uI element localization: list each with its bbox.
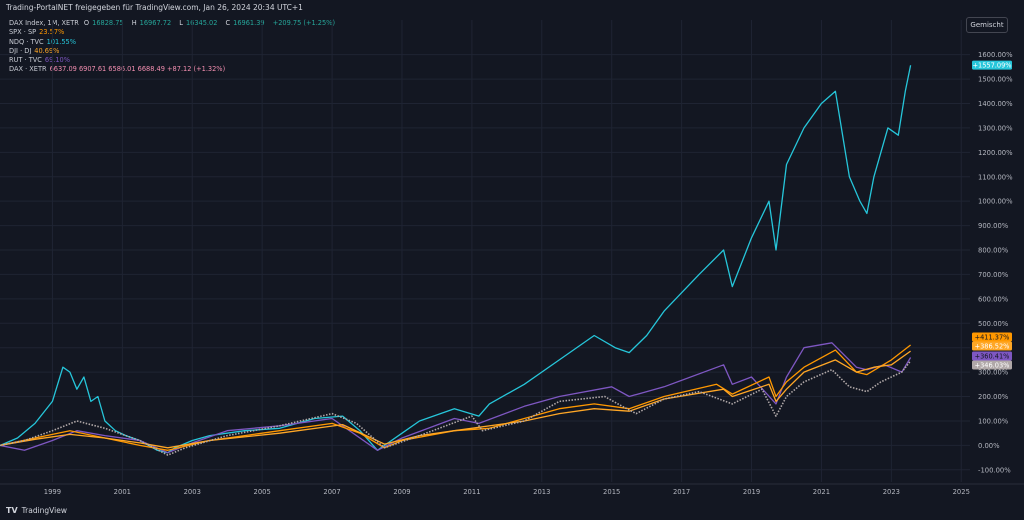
tradingview-logo-icon: TV bbox=[6, 506, 18, 515]
y-tick-label: 1200.00% bbox=[978, 149, 1013, 157]
last-value-label: +360.41% bbox=[975, 352, 1010, 360]
last-value-badge bbox=[972, 360, 1012, 370]
x-tick-label: 2013 bbox=[533, 488, 550, 496]
y-tick-label: 600.00% bbox=[978, 295, 1009, 303]
x-tick-label: 2015 bbox=[603, 488, 620, 496]
legend-low: L 16345.02 bbox=[179, 19, 218, 27]
series-line-0[interactable] bbox=[0, 65, 912, 454]
series-line-3[interactable] bbox=[0, 350, 911, 449]
x-tick-label: 2017 bbox=[673, 488, 690, 496]
y-tick-label: 1100.00% bbox=[978, 173, 1013, 181]
x-tick-label: 2007 bbox=[323, 488, 340, 496]
legend-open: O 16828.75 bbox=[83, 19, 124, 27]
last-value-badge bbox=[972, 332, 1012, 342]
y-tick-label: 200.00% bbox=[978, 393, 1009, 401]
x-tick-label: 2009 bbox=[393, 488, 410, 496]
y-tick-label: 900.00% bbox=[978, 222, 1009, 230]
legend-high: H 16967.72 bbox=[131, 19, 172, 27]
last-value-label: +386.52% bbox=[975, 342, 1010, 350]
y-tick-label: 0.00% bbox=[978, 442, 1000, 450]
y-tick-label: 1400.00% bbox=[978, 100, 1013, 108]
last-value-label: +346.03% bbox=[975, 361, 1010, 369]
legend-change: +209.75 (+1.25%) bbox=[272, 19, 336, 27]
y-tick-label: 1500.00% bbox=[978, 76, 1013, 84]
legend-item-spx[interactable]: SPX · SP 23.57% bbox=[9, 28, 65, 37]
series-line-4[interactable] bbox=[0, 360, 912, 456]
legend-item-dax[interactable]: DAX · XETR 6637.09 6907.61 6586.01 6688.4… bbox=[9, 65, 226, 74]
x-tick-label: 2005 bbox=[254, 488, 271, 496]
legend: DAX Index, 1M, XETR O 16828.75 H 16967.72 … bbox=[9, 19, 338, 75]
x-tick-label: 2011 bbox=[463, 488, 480, 496]
legend-item-ndq[interactable]: NDQ · TVC 101.55% bbox=[9, 37, 76, 46]
last-value-badge bbox=[972, 351, 1012, 361]
y-tick-label: 500.00% bbox=[978, 320, 1009, 328]
y-tick-label: 1600.00% bbox=[978, 51, 1013, 59]
x-tick-label: 1999 bbox=[44, 488, 61, 496]
last-value-label: +411.37% bbox=[975, 333, 1010, 341]
last-value-label: +1557.09% bbox=[972, 61, 1011, 69]
y-tick-label: 700.00% bbox=[978, 271, 1009, 279]
legend-item-dji[interactable]: DJI · DJ 40.69% bbox=[9, 46, 60, 55]
series-line-2[interactable] bbox=[0, 344, 911, 451]
x-tick-label: 2021 bbox=[813, 488, 830, 496]
x-tick-label: 2003 bbox=[184, 488, 201, 496]
legend-main-name: DAX Index, 1M, XETR bbox=[9, 19, 79, 27]
chart-header: Trading-PortalNET freigegeben für Tradin… bbox=[6, 3, 303, 12]
y-tick-label: 1300.00% bbox=[978, 124, 1013, 132]
legend-item-rut[interactable]: RUT · TVC 69.10% bbox=[9, 56, 71, 65]
last-value-badge bbox=[972, 60, 1012, 70]
series-line-1[interactable] bbox=[0, 342, 912, 454]
x-tick-label: 2001 bbox=[114, 488, 131, 496]
legend-main-ohlc: O 16828.75 H 16967.72 L 16345.02 C 16961.39 … bbox=[84, 19, 338, 27]
footer-brand-text: TradingView bbox=[21, 506, 67, 515]
legend-close: C 16961.39 bbox=[225, 19, 265, 27]
y-tick-label: 1000.00% bbox=[978, 198, 1013, 206]
y-tick-label: 800.00% bbox=[978, 247, 1009, 255]
y-tick-label: 100.00% bbox=[978, 417, 1009, 425]
x-tick-label: 2023 bbox=[883, 488, 900, 496]
footer-brand[interactable]: TV TradingView bbox=[6, 506, 67, 515]
scale-mode-button[interactable]: Gemischt bbox=[966, 17, 1008, 33]
y-tick-label: -100.00% bbox=[978, 466, 1011, 474]
legend-main[interactable]: DAX Index, 1M, XETR O 16828.75 H 16967.72 … bbox=[9, 19, 338, 28]
last-value-badge bbox=[972, 341, 1012, 351]
x-tick-label: 2019 bbox=[743, 488, 760, 496]
y-tick-label: 300.00% bbox=[978, 369, 1009, 377]
x-tick-label: 2025 bbox=[953, 488, 970, 496]
